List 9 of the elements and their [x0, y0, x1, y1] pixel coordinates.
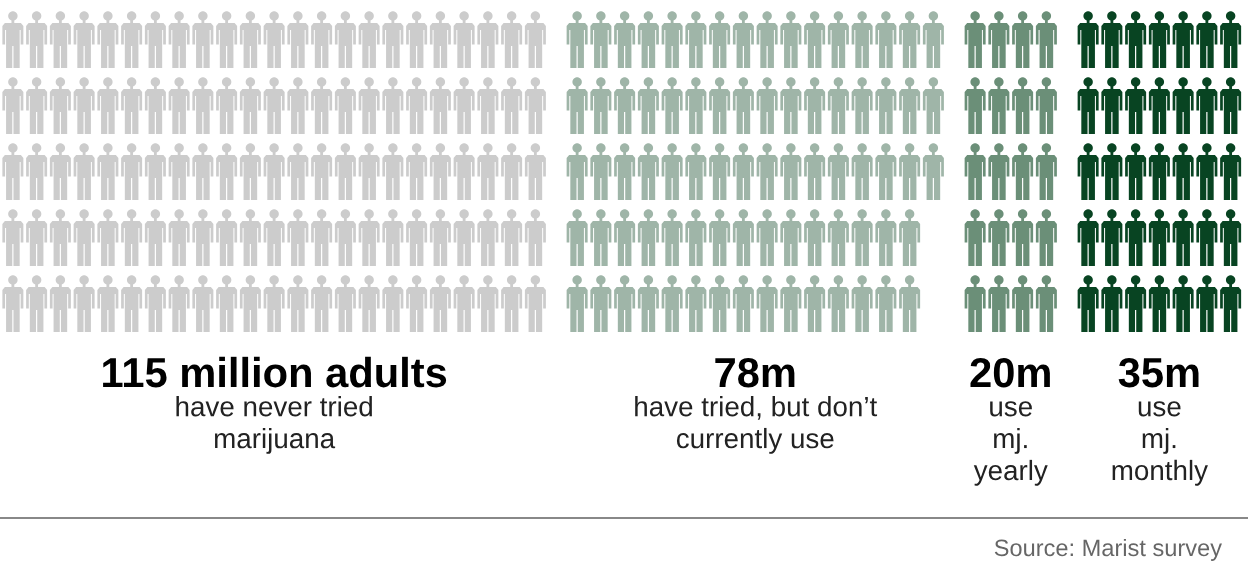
data-label: 78m [715, 357, 795, 388]
data-label: 35m [1118, 357, 1199, 388]
category-label: use mj. monthly [1112, 401, 1208, 486]
data-label: 115 million adults [103, 356, 447, 388]
category-label: have tried, but don’t currently use [635, 396, 878, 454]
category-label: have never tried marijuana [176, 396, 372, 454]
category-label: use mj. yearly [973, 401, 1048, 486]
source-note: Source: Marist survey [994, 538, 1222, 561]
data-label: 20m [970, 357, 1050, 388]
